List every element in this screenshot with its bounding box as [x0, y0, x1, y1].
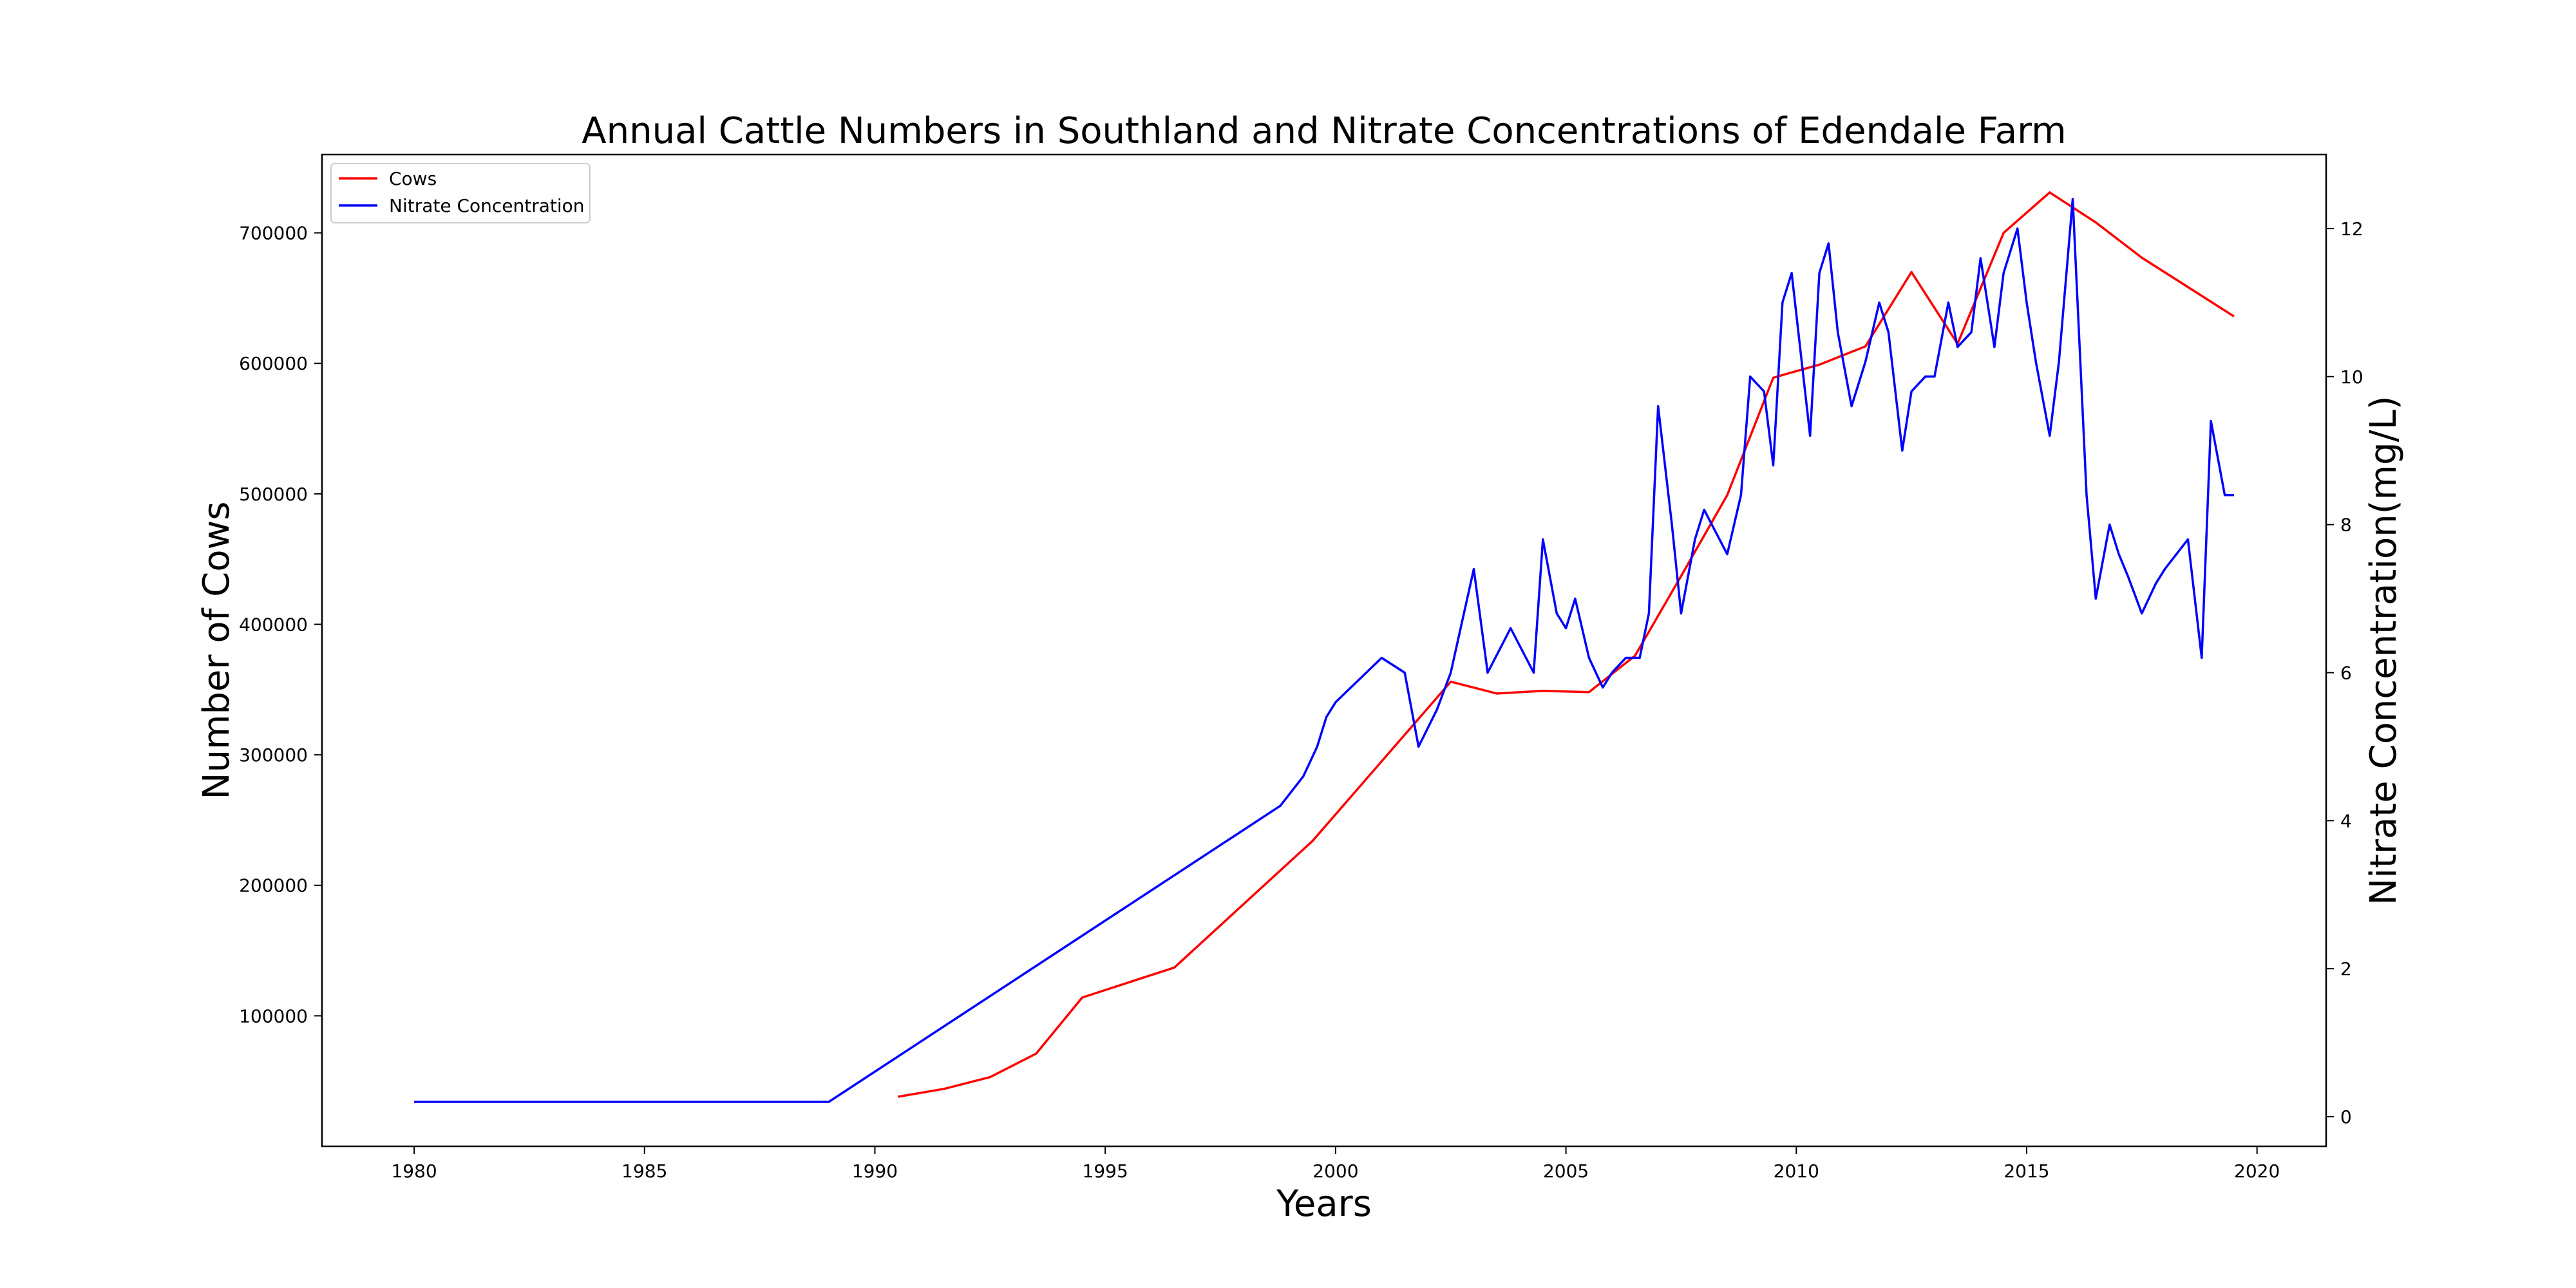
y-right-tick-label: 6 — [2340, 662, 2352, 683]
x-tick-label: 2005 — [1543, 1160, 1589, 1182]
x-tick-label: 1990 — [852, 1160, 898, 1182]
x-tick-label: 1985 — [621, 1160, 667, 1182]
x-tick-label: 1980 — [391, 1160, 437, 1182]
x-tick-label: 2000 — [1312, 1160, 1358, 1182]
legend-label-nitrate: Nitrate Concentration — [389, 195, 585, 216]
y-right-tick-label: 12 — [2340, 218, 2363, 240]
x-tick-label: 2015 — [2003, 1160, 2049, 1182]
legend: Cows Nitrate Concentration — [330, 163, 591, 223]
y-axis-left-label: Number of Cows — [196, 502, 238, 800]
y-left-tick-label: 500000 — [239, 484, 308, 505]
y-left-tick-label: 600000 — [239, 353, 308, 374]
series-layer — [414, 191, 2235, 1103]
y-right-tick-label: 0 — [2340, 1106, 2352, 1128]
y-left-tick-label: 300000 — [239, 744, 308, 766]
x-axis-label: Years — [1276, 1183, 1372, 1225]
plot-frame — [321, 153, 2327, 1148]
x-tick-label: 1995 — [1083, 1160, 1128, 1182]
y-axis-right-label: Nitrate Concentration(mg/L) — [2363, 396, 2405, 905]
y-right-tick-label: 8 — [2340, 515, 2352, 536]
y-left-tick-label: 200000 — [239, 875, 308, 896]
y-right-tick-label: 2 — [2340, 958, 2352, 980]
x-axis: 1980 1985 1990 1995 2000 2005 2010 2015 2020 — [391, 1146, 2280, 1182]
chart-title: Annual Cattle Numbers in Southland and N… — [582, 110, 2066, 152]
y-left-tick-label: 700000 — [239, 223, 308, 244]
series-line-cows — [898, 191, 2235, 1098]
y-axis-right: 0 2 4 6 8 10 12 — [2326, 218, 2363, 1128]
legend-box — [330, 163, 591, 223]
series-line-nitrate — [414, 198, 2234, 1103]
y-right-tick-label: 10 — [2340, 366, 2363, 388]
y-left-tick-label: 400000 — [239, 614, 308, 635]
legend-label-cows: Cows — [389, 168, 437, 189]
x-tick-label: 2020 — [2234, 1160, 2280, 1182]
y-left-tick-label: 100000 — [239, 1005, 308, 1027]
x-tick-label: 2010 — [1774, 1160, 1819, 1182]
y-axis-left: 100000 200000 300000 400000 500000 600000 7000… — [239, 223, 322, 1027]
y-right-tick-label: 4 — [2340, 810, 2352, 831]
